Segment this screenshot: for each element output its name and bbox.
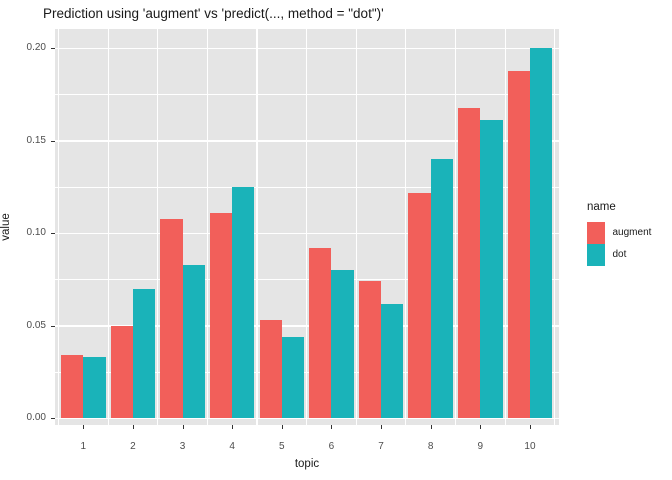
- x-axis-title: topic: [294, 458, 320, 470]
- x-tick: [480, 425, 482, 429]
- bar-augment-topic-2: [110, 325, 133, 419]
- legend-item-dot: dot: [587, 243, 651, 266]
- y-tick: [51, 325, 55, 327]
- grid-minor-line: [554, 29, 556, 425]
- x-tick-label: 6: [328, 441, 335, 452]
- y-tick-label: 0.10: [26, 227, 46, 239]
- x-tick: [232, 425, 234, 429]
- bar-dot-topic-3: [182, 264, 205, 419]
- legend-label-augment: augment: [612, 227, 652, 239]
- x-tick-label: 9: [477, 441, 484, 452]
- x-tick-label: 3: [179, 441, 186, 452]
- y-tick-label: 0.15: [26, 134, 46, 146]
- bar-augment-topic-8: [408, 192, 431, 419]
- x-tick: [281, 425, 283, 429]
- x-tick: [182, 425, 184, 429]
- y-tick: [51, 233, 55, 235]
- x-tick: [529, 425, 531, 429]
- bar-dot-topic-4: [232, 187, 255, 419]
- bar-dot-topic-10: [529, 48, 553, 419]
- grid-minor-line: [256, 29, 258, 425]
- bar-dot-topic-2: [132, 288, 156, 419]
- bar-augment-topic-4: [209, 212, 233, 419]
- y-tick-label: 0.20: [26, 42, 46, 54]
- y-tick-label: 0.05: [26, 319, 46, 331]
- legend: name augment dot: [587, 201, 651, 266]
- chart-title: Prediction using 'augment' vs 'predict(.…: [43, 6, 384, 21]
- bar-augment-topic-1: [61, 355, 84, 419]
- legend-title: name: [587, 201, 616, 213]
- bar-dot-topic-5: [281, 336, 305, 419]
- x-tick-label: 4: [229, 441, 235, 452]
- legend-swatch-augment: [587, 222, 605, 244]
- bar-augment-topic-9: [458, 107, 481, 419]
- grid-minor-line: [107, 29, 109, 425]
- grid-minor-line: [454, 29, 457, 425]
- x-tick-label: 10: [524, 441, 536, 452]
- bar-dot-topic-9: [480, 120, 503, 419]
- x-tick: [430, 425, 432, 429]
- bar-augment-topic-7: [358, 281, 382, 419]
- bar-dot-topic-8: [430, 159, 453, 419]
- legend-swatch-dot: [587, 243, 605, 266]
- x-tick: [83, 425, 85, 429]
- x-tick: [381, 425, 383, 429]
- plot-panel: [55, 29, 559, 425]
- y-tick: [51, 140, 55, 142]
- x-tick-label: 5: [279, 441, 285, 452]
- bar-augment-topic-6: [309, 248, 332, 419]
- legend-item-augment: augment: [587, 222, 651, 244]
- x-tick-label: 7: [378, 441, 384, 452]
- x-tick: [331, 425, 333, 429]
- x-tick-label: 2: [130, 441, 136, 452]
- grid-minor-line: [405, 29, 407, 425]
- bar-augment-topic-3: [160, 218, 183, 419]
- x-tick: [132, 425, 134, 429]
- grid-minor-line: [504, 29, 506, 425]
- y-tick: [51, 418, 55, 420]
- y-tick: [51, 48, 55, 50]
- grid-minor-line: [355, 29, 357, 425]
- bar-dot-topic-6: [331, 270, 354, 419]
- grid-minor-line: [306, 29, 308, 425]
- bar-augment-topic-10: [507, 70, 530, 419]
- x-tick-label: 1: [80, 441, 87, 452]
- bar-dot-topic-1: [83, 357, 106, 419]
- bar-dot-topic-7: [381, 303, 404, 419]
- legend-label-dot: dot: [612, 249, 627, 261]
- bar-augment-topic-5: [259, 320, 282, 419]
- grid-minor-line: [206, 29, 208, 425]
- grid-minor-line: [157, 29, 159, 425]
- y-tick-label: 0.00: [26, 412, 46, 424]
- x-tick-label: 8: [427, 441, 434, 452]
- grid-minor-line: [57, 29, 60, 425]
